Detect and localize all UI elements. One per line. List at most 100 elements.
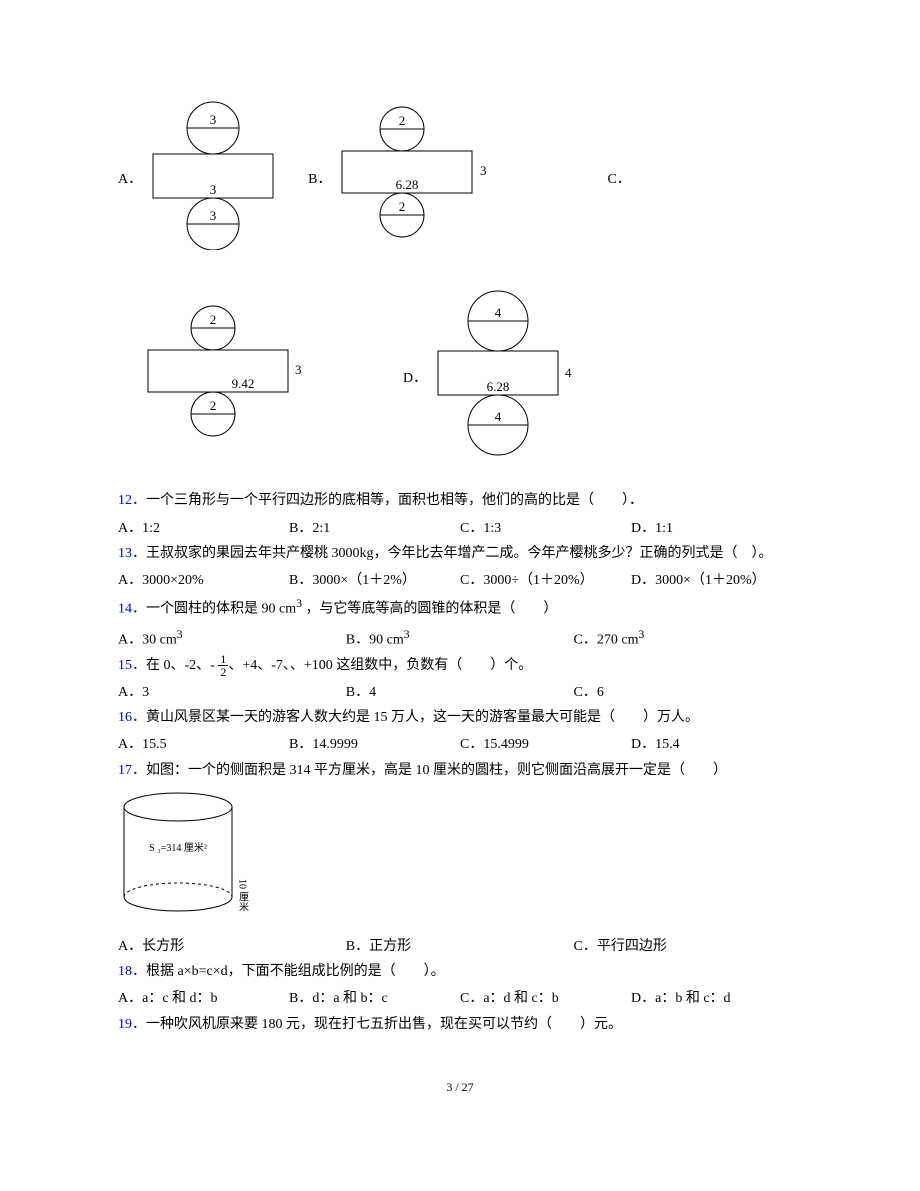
q17-text: 如图：一个的侧面积是 314 平方厘米，高是 10 厘米的圆柱，则它侧面沿高展开… xyxy=(146,763,727,778)
q13-text: 王叔叔家的果园去年共产樱桃 3000kg，今年比去年增产二成。今年产樱桃多少？正… xyxy=(146,546,773,561)
diagB-top-label: 2 xyxy=(399,113,406,128)
diagD-side-label: 4 xyxy=(565,365,572,380)
q12-optD: D．1:1 xyxy=(631,516,802,541)
option-A-block: A． 3 3 3 xyxy=(118,100,278,259)
q13-opts: A．3000×20% B．3000×（1＋2%） C．3000÷（1＋20%） … xyxy=(118,568,802,593)
q16-optB: B．14.9999 xyxy=(289,732,460,757)
q14-optA-exp: 3 xyxy=(177,628,183,641)
q14-optC-pre: C．270 xyxy=(574,633,622,648)
row-cd: 2 9.42 3 2 D． 4 6.28 4 4 xyxy=(118,289,802,468)
q19-text: 一种吹风机原来要 180 元，现在打七五折出售，现在买可以节约（ ）元。 xyxy=(146,1017,622,1032)
page-number: 3 / 27 xyxy=(118,1077,802,1099)
q18-num: 18． xyxy=(118,964,146,979)
diagA-bot-label: 3 xyxy=(210,208,217,223)
q16-num: 16． xyxy=(118,710,146,725)
q17-opts: A．长方形 B．正方形 C．平行四边形 xyxy=(118,934,802,959)
q19: 19．一种吹风机原来要 180 元，现在打七五折出售，现在买可以节约（ ）元。 xyxy=(118,1012,802,1037)
q15-text-b: 、+4、-7、、+100 这组数中，负数有（ ）个。 xyxy=(228,658,532,673)
option-A-prefix: A． xyxy=(118,167,142,192)
q14-text-b: ，与它等底等高的圆锥的体积是（ ） xyxy=(302,602,558,617)
q12-text: 一个三角形与一个平行四边形的底相等，面积也相等，他们的高的比是（ ）． xyxy=(146,493,643,508)
diagD-rect-label: 6.28 xyxy=(487,379,510,394)
q16-text: 黄山风景区某一天的游客人数大约是 15 万人，这一天的游客量最大可能是（ ）万人… xyxy=(146,710,699,725)
option-C-prefix: C． xyxy=(607,167,630,192)
q12-num: 12． xyxy=(118,493,146,508)
q18-text: 根据 a×b=c×d，下面不能组成比例的是（ ）。 xyxy=(146,964,445,979)
q14-opts: A．30 cm3 B．90 cm3 C．270 cm3 xyxy=(118,624,802,653)
q19-num: 19． xyxy=(118,1017,146,1032)
q18-optA: A．a：c 和 d：b xyxy=(118,986,289,1011)
q16-optA: A．15.5 xyxy=(118,732,289,757)
q15-opts: A．3 B．4 C．6 xyxy=(118,680,802,705)
option-D-block: D． 4 6.28 4 4 xyxy=(403,289,578,468)
q14-optB-exp: 3 xyxy=(404,628,410,641)
q14-optA: A．30 cm3 xyxy=(118,624,346,653)
diagC-bot-label: 2 xyxy=(210,398,217,413)
q16-optC: C．15.4999 xyxy=(460,732,631,757)
q14-optC-unit: cm xyxy=(621,633,638,648)
q12: 12．一个三角形与一个平行四边形的底相等，面积也相等，他们的高的比是（ ）． xyxy=(118,488,802,513)
q18-optC: C．a：d 和 c：b xyxy=(460,986,631,1011)
diagA-top-label: 3 xyxy=(210,112,217,127)
q15-optA: A．3 xyxy=(118,680,346,705)
q16-opts: A．15.5 B．14.9999 C．15.4999 D．15.4 xyxy=(118,732,802,757)
q14-optC-exp: 3 xyxy=(638,628,644,641)
row-abc: A． 3 3 3 B． 2 6.28 3 xyxy=(118,100,802,259)
q14-optC: C．270 cm3 xyxy=(574,624,802,653)
q15-frac-den: 2 xyxy=(218,666,228,678)
option-B-prefix: B． xyxy=(308,167,331,192)
diagA-rect-label: 3 xyxy=(210,182,217,197)
q12-optA: A．1:2 xyxy=(118,516,289,541)
q14-num: 14． xyxy=(118,602,146,617)
diagC-rect-label: 9.42 xyxy=(232,376,255,391)
diagram-B: 2 6.28 3 2 xyxy=(337,105,487,254)
q12-optB: B．2:1 xyxy=(289,516,460,541)
q16: 16．黄山风景区某一天的游客人数大约是 15 万人，这一天的游客量最大可能是（ … xyxy=(118,705,802,730)
diagB-rect-label: 6.28 xyxy=(396,177,419,192)
option-C-diagram-block: 2 9.42 3 2 xyxy=(143,304,303,453)
q15-optC: C．6 xyxy=(574,680,802,705)
q13-optC: C．3000÷（1＋20%） xyxy=(460,568,631,593)
diagB-bot-label: 2 xyxy=(399,199,406,214)
q14-optA-unit: cm xyxy=(160,633,177,648)
q12-optC: C．1:3 xyxy=(460,516,631,541)
q18-optD: D．a：b 和 c：d xyxy=(631,986,802,1011)
diagC-top-label: 2 xyxy=(210,312,217,327)
q15-num: 15． xyxy=(118,658,146,673)
diagD-bot-label: 4 xyxy=(495,409,502,424)
q14-optB: B．90 cm3 xyxy=(346,624,574,653)
q13-optD: D．3000×（1＋20%） xyxy=(631,568,802,593)
q17-cylinder-figure: S ₃=314 厘米² 10 厘米 xyxy=(118,789,802,928)
q17-h-label: 10 厘米 xyxy=(237,879,249,912)
q18-opts: A．a：c 和 d：b B．d：a 和 b：c C．a：d 和 c：b D．a：… xyxy=(118,986,802,1011)
q17-optA: A．长方形 xyxy=(118,934,346,959)
q14-optB-pre: B．90 xyxy=(346,633,387,648)
q18-optB: B．d：a 和 b：c xyxy=(289,986,460,1011)
q15: 15．在 0、-2、- 12、+4、-7、、+100 这组数中，负数有（ ）个。 xyxy=(118,653,802,678)
q15-fraction: 12 xyxy=(218,653,228,678)
q14-unit1: cm xyxy=(279,602,296,617)
q17: 17．如图：一个的侧面积是 314 平方厘米，高是 10 厘米的圆柱，则它侧面沿… xyxy=(118,758,802,783)
option-B-block: B． 2 6.28 3 2 xyxy=(308,105,487,254)
q12-opts: A．1:2 B．2:1 C．1:3 D．1:1 xyxy=(118,516,802,541)
q14-optA-pre: A．30 xyxy=(118,633,160,648)
q13: 13．王叔叔家的果园去年共产樱桃 3000kg，今年比去年增产二成。今年产樱桃多… xyxy=(118,541,802,566)
q14-optB-unit: cm xyxy=(387,633,404,648)
q15-optB: B．4 xyxy=(346,680,574,705)
q14-text-a: 一个圆柱的体积是 90 xyxy=(146,602,279,617)
diagB-side-label: 3 xyxy=(480,163,487,178)
q16-optD: D．15.4 xyxy=(631,732,802,757)
q17-optB: B．正方形 xyxy=(346,934,574,959)
q15-text-a: 在 0、-2、- xyxy=(146,658,218,673)
q17-s-label: S ₃=314 厘米² xyxy=(149,841,207,854)
diagram-D: 4 6.28 4 4 xyxy=(433,289,578,468)
diagram-C: 2 9.42 3 2 xyxy=(143,304,303,453)
q13-num: 13． xyxy=(118,546,146,561)
diagram-A: 3 3 3 xyxy=(148,100,278,259)
q13-optA: A．3000×20% xyxy=(118,568,289,593)
option-D-prefix: D． xyxy=(403,366,427,391)
diagC-side-label: 3 xyxy=(295,362,302,377)
q17-num: 17． xyxy=(118,763,146,778)
diagD-top-label: 4 xyxy=(495,305,502,320)
q13-optB: B．3000×（1＋2%） xyxy=(289,568,460,593)
